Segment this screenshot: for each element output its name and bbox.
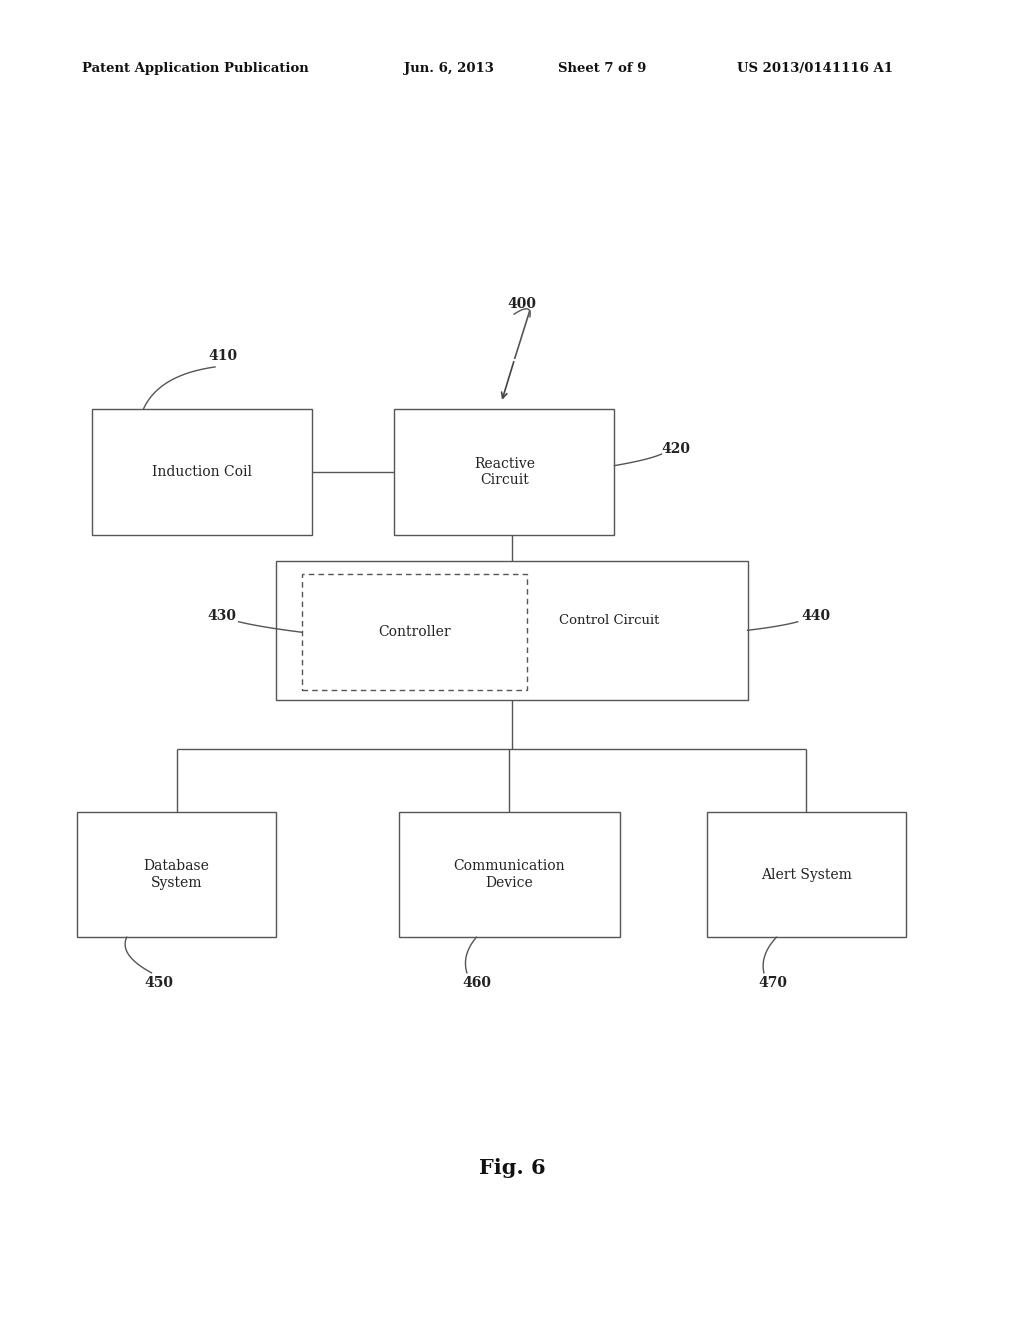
Bar bbox=[92, 409, 312, 535]
Text: Jun. 6, 2013: Jun. 6, 2013 bbox=[404, 62, 495, 75]
Text: 400: 400 bbox=[508, 297, 537, 310]
Text: Control Circuit: Control Circuit bbox=[559, 614, 659, 627]
Text: 450: 450 bbox=[144, 977, 173, 990]
Text: Reactive
Circuit: Reactive Circuit bbox=[474, 457, 535, 487]
Bar bbox=[707, 812, 906, 937]
Text: Sheet 7 of 9: Sheet 7 of 9 bbox=[558, 62, 646, 75]
Text: 430: 430 bbox=[208, 610, 237, 623]
Bar bbox=[399, 812, 620, 937]
Text: Database
System: Database System bbox=[143, 859, 210, 890]
Bar bbox=[77, 812, 276, 937]
Text: Alert System: Alert System bbox=[761, 867, 852, 882]
Text: Fig. 6: Fig. 6 bbox=[478, 1158, 546, 1179]
Bar bbox=[394, 409, 614, 535]
Text: Communication
Device: Communication Device bbox=[454, 859, 565, 890]
Text: 470: 470 bbox=[759, 977, 787, 990]
Text: 410: 410 bbox=[209, 350, 238, 363]
Text: Patent Application Publication: Patent Application Publication bbox=[82, 62, 308, 75]
Text: 420: 420 bbox=[662, 442, 690, 455]
Text: US 2013/0141116 A1: US 2013/0141116 A1 bbox=[737, 62, 893, 75]
Text: 460: 460 bbox=[463, 977, 492, 990]
Text: Induction Coil: Induction Coil bbox=[153, 465, 252, 479]
Text: 440: 440 bbox=[802, 610, 830, 623]
Bar bbox=[302, 574, 527, 690]
Text: Controller: Controller bbox=[379, 626, 451, 639]
Bar bbox=[276, 561, 748, 700]
